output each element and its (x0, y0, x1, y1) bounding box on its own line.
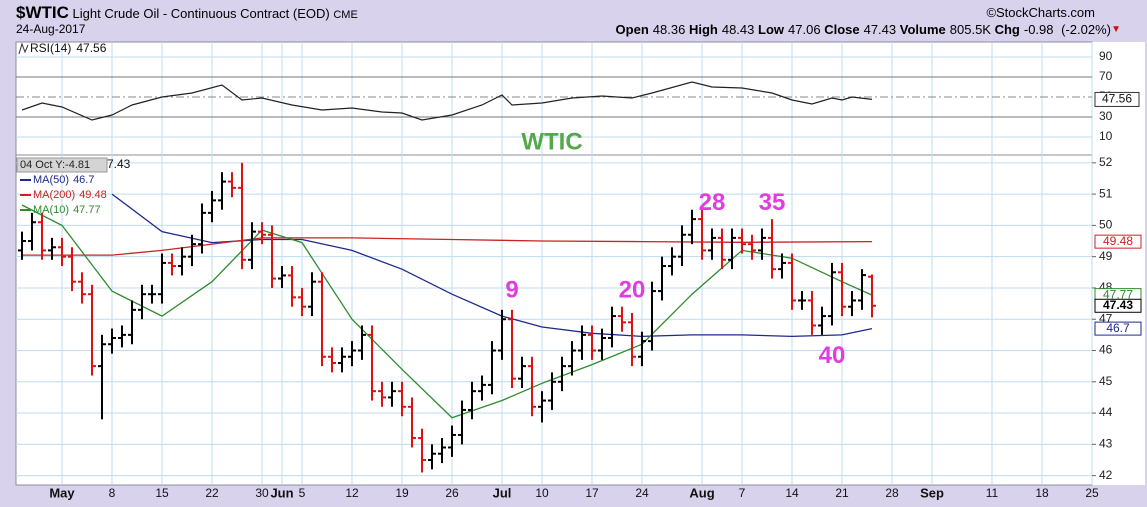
quote-label: High (688, 22, 718, 37)
x-tick-label: 18 (1035, 486, 1049, 500)
value-box-label: 46.7 (1106, 321, 1130, 335)
legend-entry: MA(10) 47.77 (33, 204, 101, 216)
y-tick-label: 30 (1099, 109, 1113, 123)
rsi-name: RSI(14) (30, 41, 71, 55)
value-box-label: 47.56 (1102, 92, 1132, 106)
quote-value: 805.5K (949, 22, 991, 37)
quote-value: 48.43 (721, 22, 755, 37)
x-tick-label: 25 (1085, 486, 1099, 500)
y-tick-label: 43 (1099, 437, 1113, 451)
y-tick-label: 10 (1099, 129, 1113, 143)
legend-name: MA(10) (33, 204, 69, 216)
x-tick-label: Jul (493, 485, 512, 500)
value-box (1094, 234, 1142, 249)
value-box-label: 47.77 (1103, 287, 1133, 301)
x-tick-label: 17 (585, 486, 599, 500)
x-tick-label: 14 (785, 486, 799, 500)
x-tick-label: 24 (635, 486, 649, 500)
x-tick-label: 5 (299, 486, 306, 500)
x-tick-label: Sep (920, 485, 944, 500)
readout: 04 Oct Y:-4.81 (20, 159, 90, 171)
value-box (1094, 298, 1142, 313)
annotation: 35 (759, 189, 786, 216)
x-tick-label: 11 (986, 486, 999, 500)
quote-label: Open (615, 22, 649, 37)
x-tick-label: 10 (535, 486, 549, 500)
legend-value: 46.7 (73, 174, 94, 186)
price-value: 47.43 (100, 157, 130, 171)
quote-value: -0.98 (1023, 22, 1054, 37)
rsi-panel (15, 41, 1093, 156)
annotation: 40 (819, 342, 846, 369)
y-tick-label: 44 (1099, 405, 1113, 419)
legend-name: MA(50) (33, 174, 69, 186)
date: 24-Aug-2017 (16, 22, 86, 36)
value-box-label: 47.43 (1103, 298, 1133, 312)
y-tick-label: 50 (1099, 218, 1113, 232)
quote-label: Volume (899, 22, 946, 37)
x-tick-label: 21 (835, 486, 849, 500)
header-line-1: $WTIC Light Crude Oil - Continuous Contr… (16, 3, 358, 23)
y-tick-label: 52 (1099, 155, 1113, 169)
symbol: $WTIC (16, 3, 69, 22)
quote-label: Close (824, 22, 860, 37)
x-tick-label: 26 (445, 486, 459, 500)
x-tick-label: Jun (270, 485, 293, 500)
legend-value: 47.77 (73, 204, 101, 216)
value-box (1094, 321, 1142, 336)
legend-value: 49.48 (79, 189, 107, 201)
y-tick-label: 45 (1099, 374, 1113, 388)
moving-average (22, 237, 873, 256)
x-tick-label: 28 (885, 486, 899, 500)
quote-value: 47.43 (863, 22, 897, 37)
quote-label: Chg (994, 22, 1020, 37)
rsi-icon (18, 42, 29, 55)
annotation: 9 (505, 276, 518, 303)
quote-value: 48.36 (652, 22, 686, 37)
price-panel (15, 154, 1093, 486)
x-tick-label: 12 (345, 486, 359, 500)
y-tick-label: 70 (1099, 69, 1113, 83)
y-tick-label: 49 (1099, 249, 1113, 263)
x-tick-label: 7 (739, 486, 746, 500)
x-tick-label: 22 (205, 486, 219, 500)
x-tick-label: 30 (255, 486, 269, 500)
exchange: CME (333, 9, 358, 21)
x-tick-label: 15 (155, 486, 169, 500)
instrument-name: Light Crude Oil - Continuous Contract (E… (72, 6, 330, 21)
rsi-line (21, 81, 873, 121)
y-tick-label: 42 (1099, 468, 1113, 482)
source: ©StockCharts.com (986, 5, 1095, 20)
quote-label: Low (758, 22, 785, 37)
y-tick-label: 51 (1099, 186, 1113, 200)
indicator-title: WTIC (521, 128, 582, 155)
x-tick-label: 8 (109, 486, 116, 500)
annotation: 20 (619, 276, 646, 303)
quote-value: (-2.02%) (1061, 22, 1111, 37)
annotation: 28 (699, 189, 726, 216)
quote: Open 48.36 High 48.43 Low 47.06 Close 47.43 … (616, 22, 1111, 37)
rsi-value: 47.56 (76, 41, 106, 55)
rsi-label: RSI(14) 47.56 (30, 41, 107, 55)
y-tick-label: 90 (1099, 49, 1113, 63)
axis-area (1092, 42, 1145, 485)
x-tick-label: Aug (689, 485, 714, 500)
legend-entry: MA(50) 46.7 (33, 174, 94, 186)
x-tick-label: May (49, 485, 75, 500)
x-tick-label: 19 (395, 486, 409, 500)
value-box-label: 49.48 (1103, 234, 1133, 248)
value-box (1094, 91, 1140, 107)
readout-box (16, 157, 108, 173)
quote-value: 47.06 (788, 22, 821, 37)
y-tick-label: 46 (1099, 343, 1113, 357)
legend-entry: MA(200) 49.48 (33, 189, 107, 201)
down-arrow: ▼ (1111, 24, 1121, 35)
legend-name: MA(200) (33, 189, 75, 201)
